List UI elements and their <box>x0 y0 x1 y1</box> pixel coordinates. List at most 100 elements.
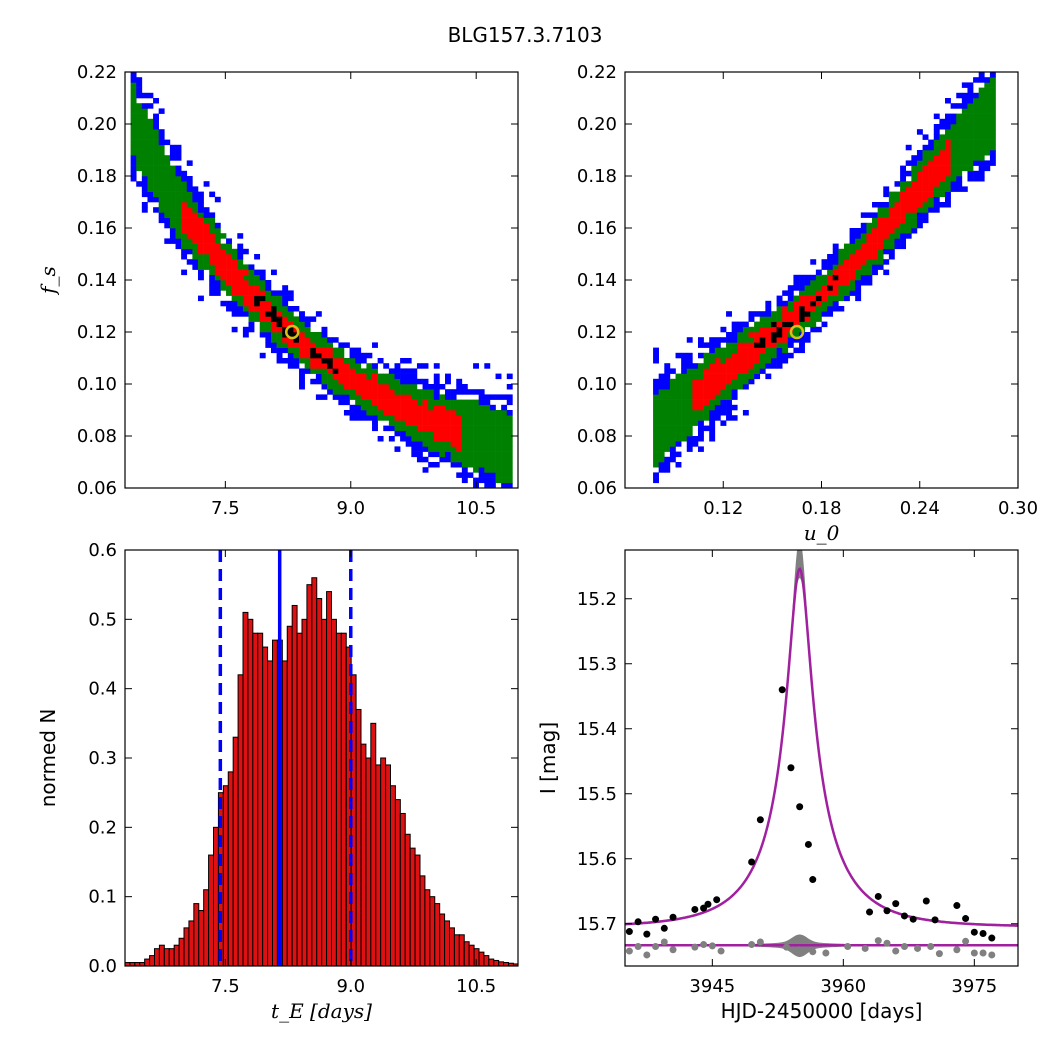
heatmap-cell <box>821 259 828 265</box>
data-point <box>756 816 764 824</box>
heatmap-cell <box>973 118 979 125</box>
heatmap-cell <box>697 430 704 437</box>
heatmap-cell <box>849 243 856 250</box>
heatmap-cell <box>242 311 249 317</box>
heatmap-cell <box>877 222 884 229</box>
heatmap-cell <box>186 186 193 192</box>
heatmap-cell <box>495 472 502 478</box>
histogram-bar <box>281 660 288 967</box>
heatmap-cell <box>989 92 996 99</box>
heatmap-cell <box>355 363 362 369</box>
heatmap-cell <box>433 430 440 437</box>
heatmap-cell <box>355 399 362 406</box>
heatmap-cell <box>658 467 665 473</box>
heatmap-cell <box>422 436 429 442</box>
histogram-bar <box>242 611 249 967</box>
heatmap-cell <box>299 326 305 333</box>
histogram-bar <box>375 764 382 967</box>
heatmap-cell <box>147 118 154 125</box>
heatmap-cell <box>237 264 244 270</box>
heatmap-cell <box>754 368 761 374</box>
heatmap-cell <box>933 155 940 161</box>
heatmap-cell <box>653 420 659 426</box>
heatmap-cell <box>321 384 328 390</box>
heatmap-cell <box>153 181 159 187</box>
data-point <box>922 897 930 905</box>
heatmap-cell <box>169 144 176 151</box>
heatmap-cell <box>900 233 907 239</box>
heatmap-cell <box>754 332 761 338</box>
heatmap-cell <box>900 217 907 224</box>
heatmap-cell <box>726 415 732 421</box>
heatmap-cell <box>697 363 704 369</box>
heatmap-cell <box>681 352 688 359</box>
heatmap-cell <box>287 311 294 317</box>
histogram-bar <box>458 934 465 967</box>
heatmap-cell <box>445 425 451 432</box>
heatmap-cell <box>989 108 996 114</box>
heatmap-cell <box>692 410 699 416</box>
heatmap-cell <box>815 306 822 312</box>
heatmap-cell <box>158 160 165 166</box>
heatmap-cell <box>669 415 676 421</box>
heatmap-cell <box>360 358 367 364</box>
heatmap-cell <box>849 248 856 255</box>
heatmap-cell <box>894 181 901 187</box>
heatmap-cell <box>877 202 884 208</box>
heatmap-cell <box>478 451 485 458</box>
heatmap-cell <box>686 399 693 406</box>
heatmap-cell <box>967 129 974 135</box>
heatmap-cell <box>203 212 210 218</box>
histogram-bar <box>429 896 436 967</box>
heatmap-cell <box>838 290 845 296</box>
heatmap-cell <box>911 228 918 234</box>
heatmap-cell <box>984 129 991 135</box>
heatmap-cell <box>973 160 979 166</box>
heatmap-cell <box>175 186 182 192</box>
heatmap-cell <box>726 311 732 317</box>
heatmap-cell <box>136 165 143 172</box>
heatmap-cell <box>473 462 479 468</box>
heatmap-cell <box>799 274 805 281</box>
heatmap-cell <box>973 144 979 151</box>
heatmap-cell <box>270 300 277 307</box>
heatmap-cell <box>916 222 923 229</box>
heatmap-cell <box>989 72 996 78</box>
heatmap-cell <box>445 399 451 406</box>
heatmap-cell <box>388 368 395 374</box>
x-tick-label: 0.18 <box>801 498 841 519</box>
heatmap-cell <box>439 415 446 421</box>
heatmap-cell <box>259 290 266 296</box>
heatmap-cell <box>259 280 266 286</box>
heatmap-cell <box>849 259 856 265</box>
heatmap-cell <box>237 306 244 312</box>
histogram-bar <box>188 920 195 967</box>
heatmap-cell <box>130 113 137 120</box>
heatmap-cell <box>731 342 738 348</box>
heatmap-cell <box>192 207 199 213</box>
heatmap-cell <box>203 233 210 239</box>
y-tick-label: 0.1 <box>88 887 117 908</box>
heatmap-cell <box>506 373 513 380</box>
y-tick-label: 0.14 <box>77 270 117 291</box>
residual-point <box>927 943 935 950</box>
heatmap-cell <box>950 170 957 177</box>
heatmap-cell <box>720 337 727 343</box>
residual-point <box>634 943 642 950</box>
heatmap-cell <box>928 202 935 208</box>
heatmap-cell <box>782 311 789 317</box>
heatmap-cell <box>377 436 384 442</box>
heatmap-cell <box>248 285 255 291</box>
y-tick-label: 0.6 <box>88 540 117 561</box>
heatmap-cell <box>467 462 474 468</box>
heatmap-cell <box>967 103 974 109</box>
heatmap-cell <box>776 363 783 369</box>
data-point <box>713 896 721 904</box>
heatmap-cell <box>765 321 772 328</box>
heatmap-cell <box>254 274 261 281</box>
heatmap-cell <box>209 269 216 276</box>
heatmap-cell <box>961 186 968 192</box>
heatmap-cell <box>686 425 693 432</box>
histogram-bar <box>468 944 475 967</box>
heatmap-cell <box>147 124 154 130</box>
